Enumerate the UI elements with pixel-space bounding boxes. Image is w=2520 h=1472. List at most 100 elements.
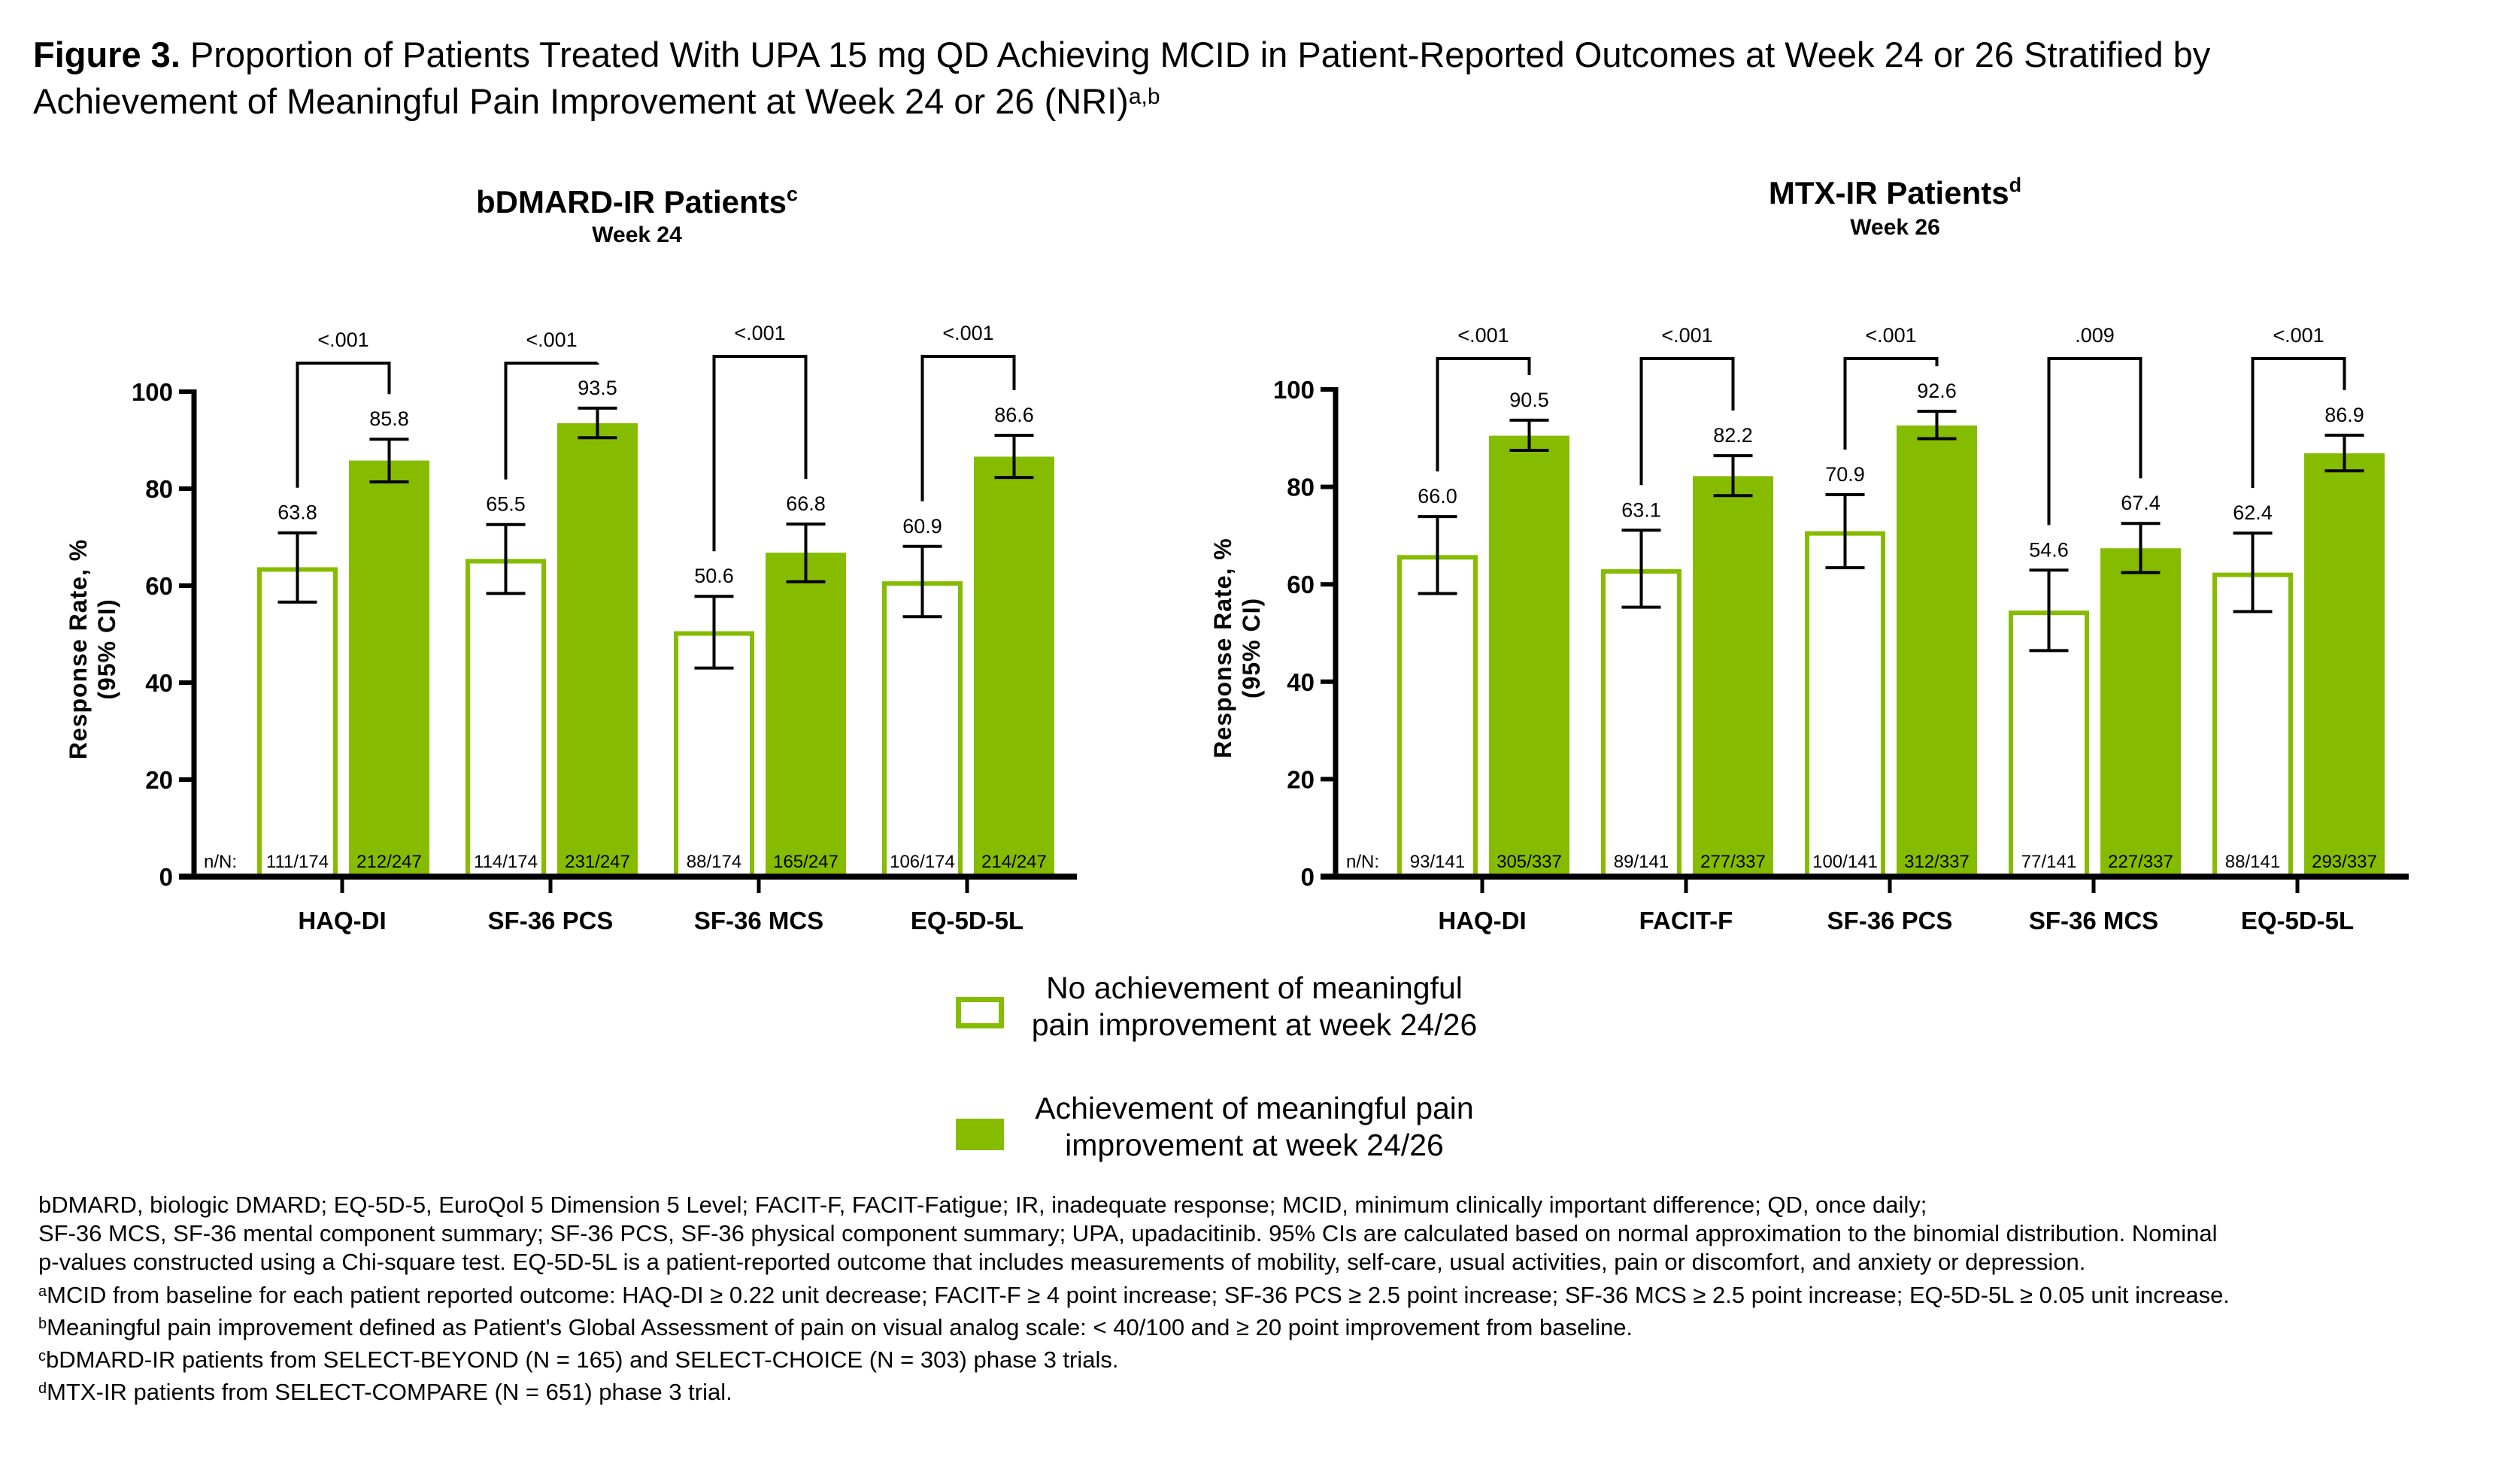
chart-2-y-tick-label: 60: [1287, 571, 1315, 598]
chart-1-bar-open: [674, 631, 754, 879]
chart-2-value-label: 66.0: [1418, 485, 1457, 507]
figure-title-line-2: Achievement of Meaningful Pain Improveme…: [33, 78, 2477, 125]
figure-number: Figure 3.: [33, 35, 180, 74]
chart-1-value-label: 65.5: [486, 493, 526, 516]
chart-1-value-label: 50.6: [694, 565, 734, 587]
legend-label-line: improvement at week 24/26: [1065, 1128, 1444, 1162]
chart-1-nN-label: 88/174: [687, 852, 741, 872]
chart-2-subtitle: Week 26: [1850, 215, 1940, 240]
footnote-text: MTX-IR patients from SELECT-COMPARE (N =…: [47, 1379, 732, 1405]
chart-2-p-value-label: .009: [2075, 324, 2115, 347]
chart-1-y-axis-label-2: (95% CI): [93, 598, 120, 699]
chart-2-x-tick-label: SF-36 PCS: [1827, 907, 1953, 934]
chart-2-nN-label: 312/337: [1904, 852, 1970, 872]
chart-2-nN-label: 305/337: [1497, 852, 1562, 872]
footnote-mark: d: [38, 1380, 47, 1397]
chart-2-bar-filled: [1489, 435, 1569, 877]
footnote-abbreviations-2: SF-36 MCS, SF-36 mental component summar…: [38, 1220, 2218, 1246]
chart-2-value-label: 90.5: [1509, 389, 1549, 411]
chart-2-bar-open: [1805, 531, 1885, 879]
chart-1-y-tick-label: 20: [145, 766, 173, 794]
chart-2-bar-open: [2212, 572, 2293, 879]
chart-1-bar-filled: [766, 553, 846, 877]
legend-label-line: pain improvement at week 24/26: [1031, 1007, 1478, 1042]
chart-1-significance-bracket: [504, 362, 599, 480]
legend-item-achievement: Achievement of meaningful pain improveme…: [954, 1090, 1555, 1180]
chart-1-y-tick-label: 80: [145, 475, 173, 503]
chart-1-value-label: 93.5: [578, 377, 617, 399]
chart-2-value-label: 82.2: [1713, 424, 1753, 447]
chart-2-y-axis-label-1: Response Rate, %: [1209, 538, 1236, 758]
chart-2-bar-open: [1397, 555, 1478, 879]
chart-1-value-label: 86.6: [994, 404, 1034, 426]
chart-1-nN-label: 165/247: [773, 852, 838, 872]
chart-1-y-tick-label: 0: [159, 863, 173, 891]
chart-2-significance-bracket: [2251, 357, 2346, 489]
footnote-d: dMTX-IR patients from SELECT-COMPARE (N …: [38, 1378, 2505, 1406]
chart-2-nN-label: 77/141: [2021, 852, 2076, 872]
chart-1-significance-bracket: [296, 362, 391, 488]
chart-2-nN-label: 293/337: [2312, 852, 2377, 872]
footnote-c: cbDMARD-IR patients from SELECT-BEYOND (…: [38, 1346, 2505, 1374]
chart-1-title: bDMARD-IR Patientsc: [476, 183, 798, 220]
chart-2-x-tick-label: FACIT-F: [1639, 907, 1733, 934]
chart-1-bar-open: [882, 581, 963, 879]
chart-2-value-label: 86.9: [2324, 404, 2364, 426]
chart-2-p-value-label: <.001: [1865, 324, 1916, 347]
footnote-abbreviations-1: bDMARD, biologic DMARD; EQ-5D-5, EuroQol…: [38, 1192, 1927, 1218]
figure-title-footnote-marks: a,b: [1128, 84, 1160, 109]
chart-2-x-tick-label: SF-36 MCS: [2029, 907, 2158, 934]
chart-2-bar-filled: [1693, 476, 1773, 877]
figure-title-text-1: Proportion of Patients Treated With UPA …: [180, 35, 2211, 74]
chart-1-y-axis-label-1: Response Rate, %: [65, 539, 92, 759]
chart-2-nN-label: 277/337: [1700, 852, 1766, 872]
chart-1-bar-open: [257, 567, 338, 879]
chart-1-nN-label: 111/174: [266, 852, 329, 872]
chart-2-nN-label: 93/141: [1410, 852, 1465, 872]
chart-1-significance-bracket: [920, 355, 1016, 501]
chart-1-value-label: 63.8: [277, 501, 317, 524]
chart-2-x-tick-label: EQ-5D-5L: [2241, 907, 2354, 934]
chart-2-bar-open: [1601, 569, 1682, 879]
chart-2-y-tick-label: 20: [1287, 765, 1315, 793]
footnote-text: MCID from baseline for each patient repo…: [47, 1282, 2230, 1308]
chart-2-y-tick-label: 80: [1287, 474, 1315, 501]
chart-2-title: MTX-IR Patientsd: [1769, 174, 2021, 211]
chart-1-nN-label: 231/247: [565, 852, 630, 872]
legend-label-line: Achievement of meaningful pain: [1035, 1091, 1474, 1125]
chart-1-y-tick-label: 40: [145, 669, 173, 697]
figure-title: Figure 3. Proportion of Patients Treated…: [33, 32, 2477, 125]
chart-2-nN-row-label: n/N:: [1346, 852, 1379, 872]
footnote-b: bMeaningful pain improvement defined as …: [38, 1313, 2505, 1341]
legend-label-achievement: Achievement of meaningful pain improveme…: [1021, 1090, 1487, 1164]
chart-2-x-tick-label: HAQ-DI: [1438, 907, 1526, 934]
chart-1-bar-filled: [974, 456, 1054, 877]
figure-title-text-2: Achievement of Meaningful Pain Improveme…: [33, 81, 1129, 121]
chart-1-nN-label: 106/174: [890, 852, 955, 872]
chart-1-nN-label: 114/174: [474, 852, 538, 872]
chart-1-x-tick-label: EQ-5D-5L: [911, 907, 1023, 934]
legend-swatch-filled-icon: [956, 1119, 1004, 1150]
chart-1-significance-bracket: [712, 355, 808, 552]
legend: No achievement of meaningful pain improv…: [954, 970, 1555, 1210]
chart-1-p-value-label: <.001: [942, 322, 993, 344]
chart-1-value-label: 60.9: [902, 515, 942, 538]
chart-1-nN-row-label: n/N:: [204, 852, 237, 872]
chart-2-nN-label: 89/141: [1614, 852, 1669, 872]
chart-2-value-label: 62.4: [2233, 501, 2273, 524]
legend-label-line: No achievement of meaningful: [1046, 971, 1463, 1005]
chart-1-bar-open: [465, 559, 546, 880]
chart-1-p-value-label: <.001: [526, 329, 577, 351]
footnote-mark: a: [38, 1283, 47, 1300]
legend-item-no-achievement: No achievement of meaningful pain improv…: [954, 970, 1555, 1060]
footnotes: bDMARD, biologic DMARD; EQ-5D-5, EuroQol…: [38, 1191, 2505, 1406]
chart-2-nN-label: 88/141: [2225, 852, 2280, 872]
legend-swatch-open-icon: [956, 997, 1004, 1028]
chart-2-bar-open: [2009, 610, 2089, 880]
chart-2-value-label: 67.4: [2121, 492, 2161, 514]
chart-1-subtitle: Week 24: [592, 223, 682, 247]
chart-1-value-label: 66.8: [786, 492, 826, 515]
chart-1-x-tick-label: SF-36 PCS: [488, 907, 614, 934]
chart-1-nN-label: 214/247: [981, 852, 1047, 872]
